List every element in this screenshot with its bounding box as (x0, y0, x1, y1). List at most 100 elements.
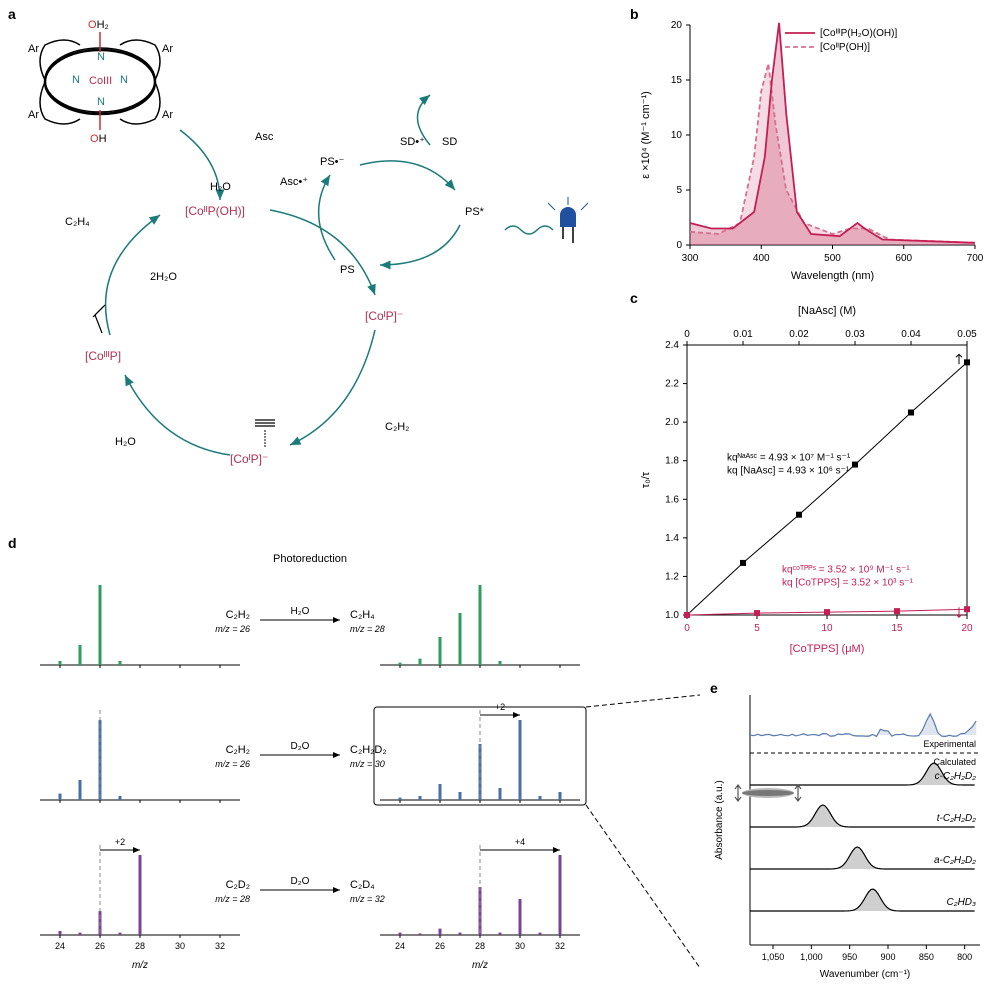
svg-text:D₂O: D₂O (291, 741, 310, 752)
h2o-b-label: 2H₂O (150, 271, 177, 283)
c2h4-label: C₂H₄ (65, 216, 90, 228)
co1b-label: [CoᴵP]⁻ (230, 452, 268, 466)
svg-text:0.04: 0.04 (901, 329, 921, 340)
svg-text:2.2: 2.2 (665, 379, 679, 390)
svg-text:kq [CoTPPS] = 3.52 × 10³ s⁻¹: kq [CoTPPS] = 3.52 × 10³ s⁻¹ (782, 578, 914, 589)
svg-text:c-C₂H₂D₂: c-C₂H₂D₂ (935, 771, 977, 782)
h2o-c-label: H₂O (115, 436, 136, 448)
svg-text:400: 400 (753, 253, 770, 264)
svg-text:10: 10 (671, 130, 683, 141)
sd-label: SD (442, 136, 457, 148)
svg-text:ε ×10⁴ (M⁻¹ cm⁻¹): ε ×10⁴ (M⁻¹ cm⁻¹) (640, 91, 652, 179)
panel-e-chart: 1,0501,000950900850800Wavenumber (cm⁻¹)A… (710, 690, 990, 980)
svg-text:15: 15 (891, 623, 903, 634)
svg-text:m/z: m/z (472, 960, 488, 971)
svg-text:32: 32 (215, 941, 225, 951)
c2h2-label: C₂H₂ (385, 421, 409, 433)
svg-text:kqᴺᵃᴬˢᶜ = 4.93 × 10⁷ M⁻¹ s⁻¹: kqᴺᵃᴬˢᶜ = 4.93 × 10⁷ M⁻¹ s⁻¹ (727, 453, 851, 464)
svg-text:0.02: 0.02 (789, 329, 809, 340)
svg-text:1.6: 1.6 (665, 494, 679, 505)
svg-text:[CoTPPS] (μM): [CoTPPS] (μM) (790, 643, 865, 655)
led-icon (548, 197, 588, 243)
svg-text:C₂H₂D₂: C₂H₂D₂ (350, 744, 387, 756)
svg-text:C₂H₄: C₂H₄ (350, 609, 375, 621)
n-label4: N (97, 96, 105, 108)
svg-text:26: 26 (435, 941, 445, 951)
n-label: N (72, 74, 80, 86)
svg-text:+4: +4 (515, 837, 525, 847)
svg-text:2.4: 2.4 (665, 340, 679, 351)
svg-text:0: 0 (676, 240, 682, 251)
co3p-label: [CoᴵᴵᴵP] (85, 349, 121, 363)
svg-text:5: 5 (676, 185, 682, 196)
svg-text:[CoᴵᴵᴵP(H₂O)(OH)]: [CoᴵᴵᴵP(H₂O)(OH)] (820, 28, 897, 39)
svg-text:30: 30 (515, 941, 525, 951)
svg-text:D₂O: D₂O (291, 876, 310, 887)
svg-text:kqᶜᵒᵀᴾᴾˢ = 3.52 × 10⁹ M⁻¹ s⁻¹: kqᶜᵒᵀᴾᴾˢ = 3.52 × 10⁹ M⁻¹ s⁻¹ (782, 565, 910, 576)
n-label3: N (97, 51, 105, 63)
svg-text:[NaAsc] (M): [NaAsc] (M) (798, 305, 856, 317)
svg-text:300: 300 (682, 253, 699, 264)
svg-text:0.03: 0.03 (845, 329, 865, 340)
svg-text:kq [NaAsc] = 4.93 × 10⁶ s⁻¹: kq [NaAsc] = 4.93 × 10⁶ s⁻¹ (727, 466, 850, 477)
ar4: Ar (162, 109, 173, 121)
svg-text:800: 800 (957, 952, 972, 962)
svg-text:26: 26 (95, 941, 105, 951)
n-label2: N (120, 74, 128, 86)
svg-text:+2: +2 (115, 837, 125, 847)
svg-text:20: 20 (671, 20, 683, 31)
svg-text:m/z = 26: m/z = 26 (215, 624, 250, 634)
svg-text:m/z = 26: m/z = 26 (215, 759, 250, 769)
panel-a-svg: N N N N CoIII OH₂ OH Ar Ar Ar Ar [CoᴵᴵP(… (10, 15, 620, 525)
panel-b-chart: 30040050060070005101520Wavelength (nm)ε … (635, 15, 985, 285)
porphyrin-structure: N N N N CoIII OH₂ OH Ar Ar Ar Ar (28, 19, 173, 145)
svg-text:1,050: 1,050 (762, 952, 785, 962)
svg-text:0: 0 (684, 329, 690, 340)
svg-text:[CoᴵᴵP(OH)]: [CoᴵᴵP(OH)] (820, 42, 870, 53)
ar1: Ar (28, 43, 39, 55)
psstar-label: PS* (465, 206, 485, 218)
panel-d-chart: PhotoreductionH₂OC₂H₂m/z = 26C₂H₄m/z = 2… (10, 550, 700, 980)
svg-text:850: 850 (919, 952, 934, 962)
svg-text:τ₀/τ: τ₀/τ (640, 471, 652, 488)
svg-text:700: 700 (967, 253, 984, 264)
svg-text:24: 24 (55, 941, 65, 951)
svg-text:C₂HD₃: C₂HD₃ (947, 897, 976, 908)
svg-text:10: 10 (821, 623, 833, 634)
svg-text:C₂H₂: C₂H₂ (226, 609, 250, 621)
svg-text:20: 20 (961, 623, 973, 634)
ar2: Ar (162, 43, 173, 55)
svg-text:500: 500 (824, 253, 841, 264)
svg-text:C₂D₄: C₂D₄ (350, 879, 375, 891)
svg-text:m/z = 28: m/z = 28 (215, 894, 250, 904)
svg-text:28: 28 (475, 941, 485, 951)
svg-text:C₂H₂: C₂H₂ (226, 744, 250, 756)
svg-text:1.8: 1.8 (665, 456, 679, 467)
svg-text:m/z: m/z (132, 960, 148, 971)
svg-text:H₂O: H₂O (291, 606, 310, 617)
svg-text:Calculated: Calculated (933, 757, 976, 767)
svg-text:Wavenumber (cm⁻¹): Wavenumber (cm⁻¹) (820, 969, 910, 980)
co1a-label: [CoᴵP]⁻ (365, 309, 403, 323)
co2oh-label: [CoᴵᴵP(OH)] (185, 204, 245, 218)
h2o-a-label: H₂O (210, 181, 231, 193)
ascrad-label: Asc•⁺ (280, 176, 308, 188)
svg-text:950: 950 (842, 952, 857, 962)
svg-text:0.01: 0.01 (733, 329, 753, 340)
oh-label: OH (90, 133, 107, 145)
svg-text:15: 15 (671, 75, 683, 86)
svg-text:Wavelength (nm): Wavelength (nm) (791, 270, 874, 282)
svg-text:900: 900 (880, 952, 895, 962)
co3-center: CoIII (89, 75, 112, 87)
svg-text:t-C₂H₂D₂: t-C₂H₂D₂ (937, 813, 976, 824)
sdrad-label: SD•⁺ (400, 136, 425, 148)
svg-text:32: 32 (555, 941, 565, 951)
panel-d-label: d (8, 535, 17, 551)
svg-text:2.0: 2.0 (665, 417, 679, 428)
svg-text:m/z = 32: m/z = 32 (350, 894, 385, 904)
ps-label: PS (340, 264, 355, 276)
svg-text:28: 28 (135, 941, 145, 951)
svg-text:a-C₂H₂D₂: a-C₂H₂D₂ (934, 855, 976, 866)
svg-text:C₂D₂: C₂D₂ (226, 879, 250, 891)
psrad-label: PS•⁻ (320, 156, 345, 168)
